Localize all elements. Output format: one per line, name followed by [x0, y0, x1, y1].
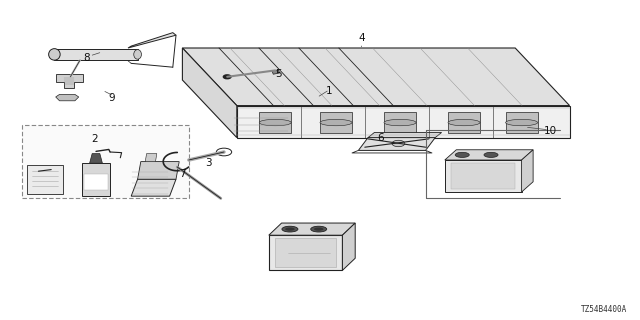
Ellipse shape	[282, 226, 298, 232]
Text: 7: 7	[179, 169, 186, 180]
Polygon shape	[445, 150, 533, 160]
Polygon shape	[82, 163, 110, 196]
Polygon shape	[128, 33, 176, 48]
Bar	[384, 112, 416, 133]
Polygon shape	[54, 49, 138, 60]
Bar	[259, 112, 291, 133]
Ellipse shape	[384, 119, 416, 126]
Text: 10: 10	[544, 126, 557, 136]
Text: 5: 5	[275, 68, 282, 79]
Ellipse shape	[448, 119, 480, 126]
Ellipse shape	[285, 228, 295, 231]
Polygon shape	[182, 48, 237, 138]
Polygon shape	[368, 132, 442, 138]
Polygon shape	[451, 163, 515, 189]
Text: 2: 2	[92, 134, 98, 144]
Polygon shape	[182, 48, 570, 106]
Polygon shape	[56, 94, 79, 101]
Ellipse shape	[320, 119, 352, 126]
Polygon shape	[56, 74, 83, 88]
Ellipse shape	[484, 152, 498, 157]
Polygon shape	[275, 238, 336, 267]
Polygon shape	[269, 235, 342, 270]
Bar	[22, 125, 189, 198]
Polygon shape	[27, 165, 63, 194]
Ellipse shape	[49, 49, 60, 60]
Bar	[448, 112, 480, 133]
Polygon shape	[237, 106, 570, 138]
Bar	[84, 174, 108, 190]
Polygon shape	[272, 70, 280, 74]
Text: 8: 8	[83, 52, 90, 63]
Polygon shape	[522, 150, 533, 192]
Text: 1: 1	[326, 86, 333, 96]
Ellipse shape	[259, 119, 291, 126]
Text: 3: 3	[205, 158, 211, 168]
Ellipse shape	[314, 228, 324, 231]
Ellipse shape	[455, 152, 469, 157]
Text: TZ54B4400A: TZ54B4400A	[581, 305, 627, 314]
Polygon shape	[131, 179, 176, 196]
Text: 9: 9	[109, 92, 115, 103]
Polygon shape	[358, 138, 435, 150]
Text: 4: 4	[358, 33, 365, 44]
Polygon shape	[445, 160, 522, 192]
Circle shape	[223, 75, 231, 79]
Polygon shape	[145, 154, 157, 162]
Bar	[320, 112, 352, 133]
Polygon shape	[342, 223, 355, 270]
Polygon shape	[269, 223, 355, 235]
Ellipse shape	[134, 50, 141, 59]
Circle shape	[392, 140, 405, 147]
Polygon shape	[138, 162, 179, 179]
Bar	[506, 112, 538, 133]
Ellipse shape	[311, 226, 327, 232]
Ellipse shape	[506, 119, 538, 126]
Text: 6: 6	[378, 132, 384, 143]
Polygon shape	[90, 154, 102, 163]
